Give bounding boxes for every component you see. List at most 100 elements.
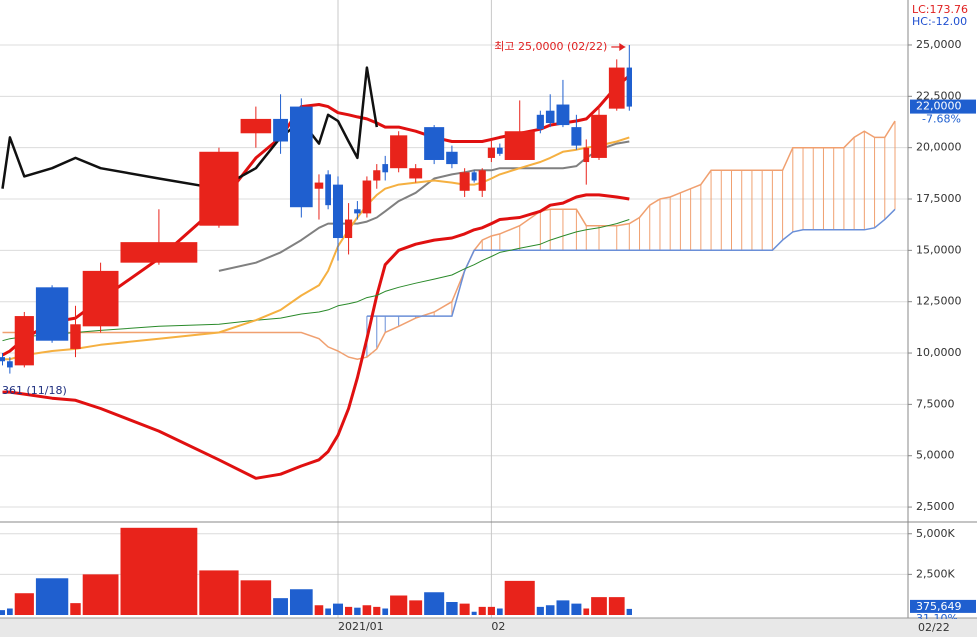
- volume-bar: [373, 606, 381, 615]
- date-box: [909, 619, 977, 637]
- volume-bar: [314, 605, 324, 615]
- volume-bar: [591, 597, 607, 615]
- volume-bar: [571, 603, 582, 615]
- volume-bar: [626, 608, 632, 615]
- price-box: [910, 99, 976, 114]
- candle-body: [382, 164, 389, 173]
- candle-body: [571, 127, 582, 146]
- volume-bar: [583, 608, 590, 615]
- candle-body: [345, 219, 353, 239]
- indicator-line: [218, 140, 630, 272]
- y-tick-label: 5,0000: [916, 449, 955, 462]
- volume-bar: [289, 589, 313, 615]
- candle-body: [199, 151, 239, 226]
- y-tick-label: 12,5000: [916, 295, 962, 308]
- volume-bar: [332, 603, 344, 615]
- volume-bar: [273, 598, 288, 615]
- y-tick-label: 17,5000: [916, 192, 962, 205]
- volume-bar: [382, 608, 389, 615]
- volume-last-label: 375,649: [916, 600, 962, 613]
- candle-body: [487, 147, 495, 158]
- x-tick-label: 02: [491, 620, 505, 633]
- volume-bar: [556, 600, 570, 615]
- candle-body: [354, 209, 361, 214]
- candle-body: [504, 131, 535, 160]
- volume-bar: [504, 580, 535, 615]
- y-tick-label: 5,000K: [916, 527, 955, 540]
- candle-body: [536, 114, 544, 130]
- candle-body: [7, 361, 13, 368]
- y-tick-label: 10,0000: [916, 346, 962, 359]
- candle-body: [446, 151, 458, 165]
- change-label: -7.68%: [922, 113, 961, 126]
- candle-body: [0, 357, 5, 362]
- volume-bar: [471, 611, 477, 615]
- candle-body: [626, 67, 632, 107]
- candle-body: [478, 170, 486, 191]
- volume-bar: [199, 570, 239, 615]
- cloud-span: [366, 208, 896, 317]
- volume-bar: [354, 607, 361, 615]
- candle-body: [362, 180, 372, 214]
- candle-body: [289, 106, 313, 208]
- candle-body: [240, 118, 272, 134]
- candle-body: [70, 324, 81, 349]
- volume-bar: [35, 578, 69, 615]
- high-arrow-head: [619, 42, 626, 51]
- candle-body: [591, 114, 607, 158]
- candle-body: [390, 135, 408, 169]
- y-tick-label: 2,500K: [916, 567, 955, 580]
- volume-bar: [390, 595, 408, 615]
- high-note: 최고 25,0000 (02/22): [494, 40, 607, 53]
- y-tick-label: 7,5000: [916, 397, 955, 410]
- candle-body: [35, 287, 69, 341]
- candle-body: [120, 242, 198, 263]
- price-label: 22,0000: [916, 100, 962, 113]
- cloud-span: [2, 120, 896, 360]
- candle-body: [556, 104, 570, 126]
- candle-body: [314, 182, 324, 189]
- volume-bar: [424, 592, 445, 615]
- volume-bar: [120, 527, 198, 615]
- volume-bar: [82, 574, 119, 615]
- y-tick-label: 25,0000: [916, 38, 962, 51]
- volume-box: [910, 599, 976, 613]
- volume-bar: [608, 597, 625, 615]
- volume-bar: [478, 606, 486, 615]
- candle-body: [459, 172, 470, 191]
- volume-bar: [362, 605, 372, 615]
- indicator-line: [2, 136, 630, 361]
- candle-body: [332, 184, 344, 239]
- indicator-line: [1, 66, 379, 190]
- indicator-line: [2, 193, 630, 480]
- volume-bar: [446, 602, 458, 615]
- volume-bar: [536, 606, 544, 615]
- current-date: 02/22: [918, 621, 950, 634]
- candle-body: [545, 110, 555, 124]
- candle-body: [14, 316, 34, 366]
- candle-body: [608, 67, 625, 109]
- candle-body: [583, 147, 590, 163]
- volume-bar: [14, 593, 34, 615]
- volume-bar: [496, 608, 503, 615]
- candle-body: [409, 168, 423, 179]
- volume-bar: [545, 605, 555, 615]
- indicator-line: [2, 219, 630, 342]
- candle-body: [273, 118, 288, 142]
- y-tick-label: 20,0000: [916, 141, 962, 154]
- candle-body: [424, 127, 445, 160]
- candle-body: [496, 147, 503, 154]
- candle-body: [373, 170, 381, 181]
- y-tick-label: 22,5000: [916, 89, 962, 102]
- candle-body: [471, 172, 477, 181]
- y-tick-label: 15,0000: [916, 243, 962, 256]
- volume-bar: [70, 603, 81, 615]
- volume-bar: [0, 610, 5, 615]
- low-note: 361 (11/18): [2, 384, 67, 397]
- volume-bar: [325, 608, 331, 615]
- volume-bar: [240, 580, 272, 615]
- date-bar: [0, 618, 977, 637]
- x-tick-label: 2021/01: [338, 620, 384, 633]
- lc-label: LC:173.76: [912, 3, 968, 16]
